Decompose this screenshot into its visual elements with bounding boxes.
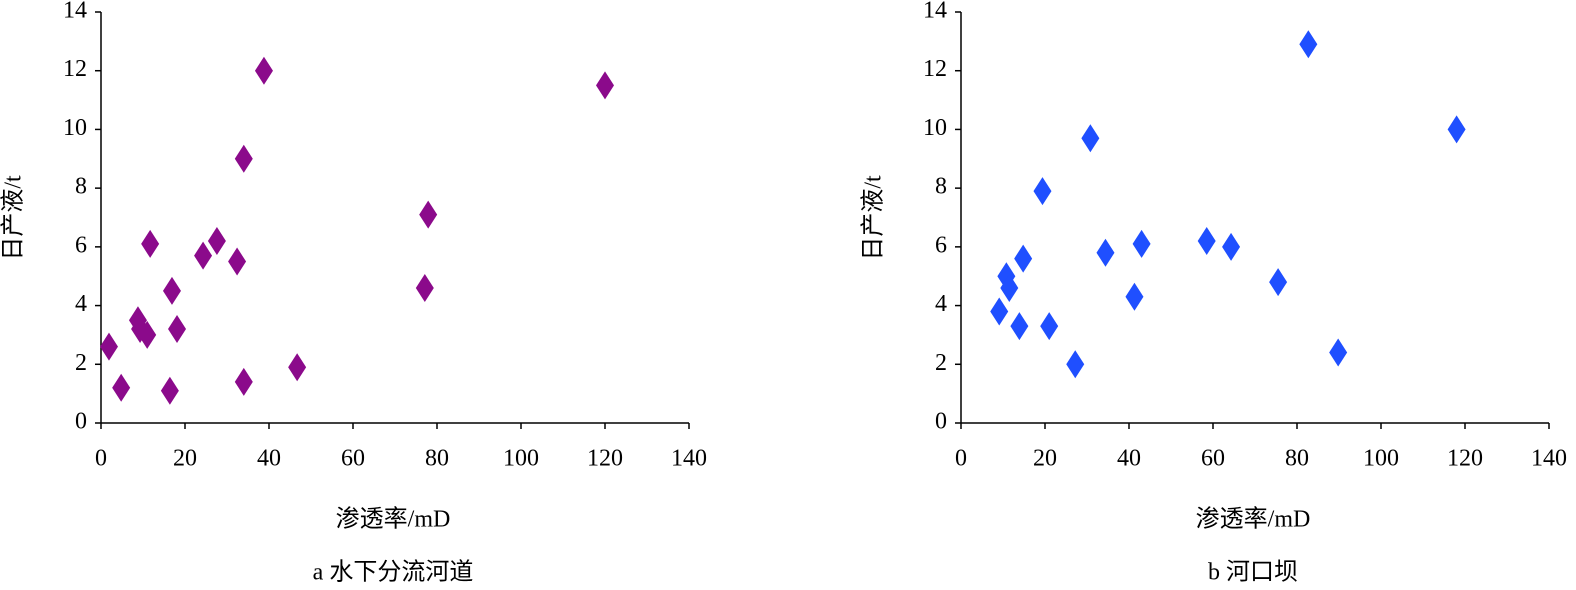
- y-tick-label: 4: [935, 291, 947, 317]
- point: [207, 226, 226, 255]
- point: [112, 373, 131, 402]
- x-axis-label: 渗透率/mD: [336, 506, 451, 533]
- y-tick-label: 0: [75, 409, 87, 435]
- point: [99, 332, 118, 361]
- point: [138, 320, 157, 349]
- y-tick-label: 2: [935, 350, 947, 376]
- point: [1222, 232, 1241, 261]
- point: [1014, 244, 1033, 273]
- y-tick-label: 10: [63, 115, 87, 141]
- point: [162, 276, 181, 305]
- point: [990, 297, 1009, 326]
- x-tick-label: 0: [955, 446, 967, 472]
- point: [1081, 124, 1100, 153]
- x-tick-label: 100: [1363, 446, 1399, 472]
- x-tick-label: 120: [587, 446, 623, 472]
- point: [1010, 312, 1029, 341]
- y-tick-label: 12: [63, 56, 87, 82]
- point: [1040, 312, 1059, 341]
- y-tick-label: 8: [935, 174, 947, 200]
- point: [254, 56, 273, 85]
- x-axis-label: 渗透率/mD: [1196, 506, 1311, 533]
- x-tick-label: 60: [1201, 446, 1225, 472]
- y-tick-label: 14: [63, 0, 87, 24]
- point: [1329, 338, 1348, 367]
- point: [1269, 268, 1288, 297]
- y-tick-label: 4: [75, 291, 87, 317]
- point: [1096, 238, 1115, 267]
- point: [1033, 177, 1052, 206]
- point: [415, 273, 434, 302]
- point: [234, 144, 253, 173]
- y-tick-label: 12: [923, 56, 947, 82]
- y-tick-label: 10: [923, 115, 947, 141]
- point: [1066, 350, 1085, 379]
- y-axis-label: 日产液/t: [0, 175, 27, 261]
- x-tick-label: 120: [1447, 446, 1483, 472]
- point: [1299, 30, 1318, 59]
- x-tick-label: 0: [95, 446, 107, 472]
- x-tick-label: 140: [671, 446, 707, 472]
- x-tick-label: 20: [1033, 446, 1057, 472]
- x-tick-label: 100: [503, 446, 539, 472]
- point: [596, 71, 614, 100]
- point: [141, 229, 160, 258]
- x-tick-label: 20: [173, 446, 197, 472]
- x-tick-label: 140: [1531, 446, 1567, 472]
- point: [1447, 115, 1466, 144]
- point: [1125, 282, 1144, 311]
- point: [160, 376, 179, 405]
- x-tick-label: 80: [425, 446, 449, 472]
- point: [234, 367, 253, 396]
- x-tick-label: 60: [341, 446, 365, 472]
- chart-title: b 河口坝: [1208, 559, 1298, 586]
- point: [1000, 273, 1019, 302]
- x-tick-label: 40: [1117, 446, 1141, 472]
- x-tick-label: 80: [1285, 446, 1309, 472]
- point: [288, 353, 307, 382]
- point: [168, 315, 187, 344]
- y-tick-label: 2: [75, 350, 87, 376]
- y-tick-label: 14: [923, 0, 947, 24]
- point: [419, 200, 438, 229]
- y-axis-label: 日产液/t: [860, 175, 887, 261]
- chart-title: a 水下分流河道: [313, 559, 474, 586]
- y-tick-label: 8: [75, 174, 87, 200]
- point: [194, 241, 213, 270]
- y-tick-label: 6: [75, 232, 87, 258]
- point: [228, 247, 247, 276]
- point: [1132, 229, 1151, 258]
- point: [1197, 226, 1216, 255]
- x-tick-label: 40: [257, 446, 281, 472]
- y-tick-label: 6: [935, 232, 947, 258]
- y-tick-label: 0: [935, 409, 947, 435]
